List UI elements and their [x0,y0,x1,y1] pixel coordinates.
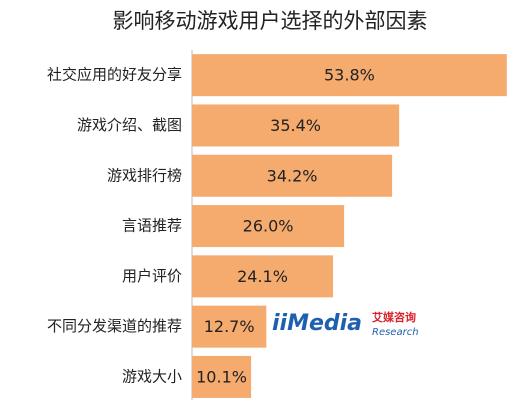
category-label: 不同分发渠道的推荐 [47,317,182,335]
value-label: 12.7% [204,317,255,336]
watermark: iiMedia 艾媒咨询 Research [272,310,419,338]
value-label: 35.4% [270,116,321,135]
value-label: 34.2% [267,166,318,185]
bar [192,104,400,147]
bar [192,54,507,97]
chart-title: 影响移动游戏用户选择的外部因素 [113,9,428,33]
category-label: 言语推荐 [122,217,182,235]
value-label: 53.8% [324,66,375,85]
watermark-cn: 艾媒咨询 [372,310,416,324]
category-label: 社交应用的好友分享 [47,66,182,84]
category-label: 用户评价 [122,267,182,285]
watermark-en: Research [372,327,419,338]
bar [192,154,393,197]
bar [192,305,267,348]
value-label: 10.1% [196,367,247,386]
watermark-brand: iiMedia [272,311,362,336]
value-label: 26.0% [243,217,294,236]
category-label: 游戏大小 [122,367,182,385]
category-label: 游戏排行榜 [107,166,182,184]
bar [192,255,334,298]
category-label: 游戏介绍、截图 [77,116,182,134]
bar [192,355,252,398]
value-label: 24.1% [237,267,288,286]
bar [192,205,345,248]
